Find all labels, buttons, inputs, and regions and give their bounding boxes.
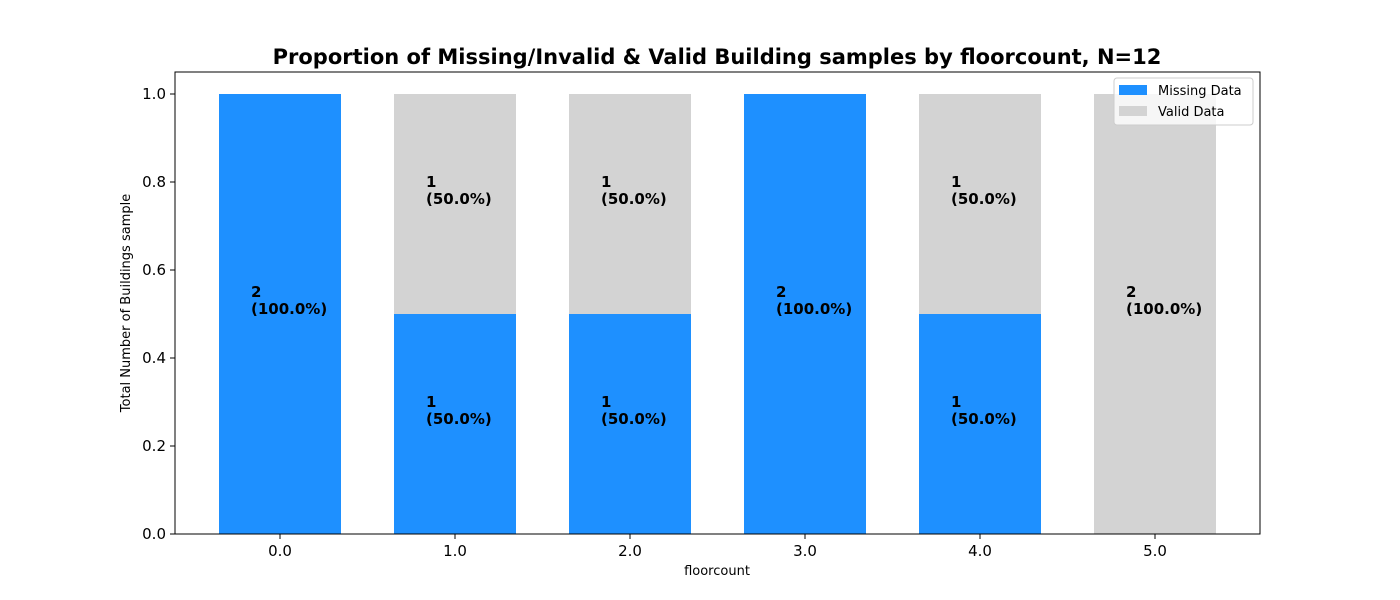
bar-label-valid-2: 1 (50.0%) bbox=[601, 173, 667, 208]
y-tick-label: 0.8 bbox=[142, 173, 166, 191]
bar-label-missing-1: 1 (50.0%) bbox=[426, 393, 492, 428]
bar-label-missing-4: 1 (50.0%) bbox=[951, 393, 1017, 428]
x-tick-label: 4.0 bbox=[968, 542, 992, 560]
bar-valid-4 bbox=[919, 94, 1041, 314]
chart-title: Proportion of Missing/Invalid & Valid Bu… bbox=[273, 45, 1162, 69]
bar-label-valid-5: 2 (100.0%) bbox=[1126, 283, 1202, 318]
bar-label-line: (50.0%) bbox=[426, 190, 492, 208]
plot-frame bbox=[174, 71, 1261, 535]
y-tick-label: 1.0 bbox=[142, 85, 166, 103]
bar-label-line: (50.0%) bbox=[601, 410, 667, 428]
x-tick-label: 1.0 bbox=[443, 542, 467, 560]
bar-label-line: (100.0%) bbox=[1126, 300, 1202, 318]
bar-label-line: 2 bbox=[776, 283, 786, 301]
bar-label-missing-0: 2 (100.0%) bbox=[251, 283, 327, 318]
bar-label-line: 1 bbox=[601, 393, 611, 411]
legend-swatch-valid bbox=[1119, 106, 1147, 116]
y-tick-label: 0.2 bbox=[142, 437, 166, 455]
bar-label-valid-4: 1 (50.0%) bbox=[951, 173, 1017, 208]
bar-label-line: (50.0%) bbox=[426, 410, 492, 428]
x-tick-label: 2.0 bbox=[618, 542, 642, 560]
bar-label-line: 1 bbox=[951, 393, 961, 411]
y-tick-label: 0.6 bbox=[142, 261, 166, 279]
x-axis-label: floorcount bbox=[684, 564, 750, 579]
bar-label-line: 2 bbox=[251, 283, 261, 301]
bar-label-line: 2 bbox=[1126, 283, 1136, 301]
x-tick-label: 3.0 bbox=[793, 542, 817, 560]
bar-label-line: 1 bbox=[601, 173, 611, 191]
bar-label-line: (50.0%) bbox=[601, 190, 667, 208]
bar-valid-2 bbox=[569, 94, 691, 314]
y-tick-label: 0.4 bbox=[142, 349, 166, 367]
y-axis-label: Total Number of Buildings sample bbox=[119, 194, 134, 413]
bars-layer bbox=[219, 94, 1216, 534]
bar-label-valid-1: 1 (50.0%) bbox=[426, 173, 492, 208]
bar-missing-2 bbox=[569, 314, 691, 534]
bar-valid-5 bbox=[1094, 94, 1216, 534]
bar-missing-4 bbox=[919, 314, 1041, 534]
x-tick-label: 0.0 bbox=[268, 542, 292, 560]
x-axis: 0.0 1.0 2.0 3.0 4.0 5.0 bbox=[268, 534, 1167, 560]
legend-label-valid: Valid Data bbox=[1158, 105, 1225, 120]
y-tick-label: 0.0 bbox=[142, 525, 166, 543]
bar-label-missing-2: 1 (50.0%) bbox=[601, 393, 667, 428]
bar-label-line: (100.0%) bbox=[776, 300, 852, 318]
bar-missing-3 bbox=[744, 94, 866, 534]
legend-swatch-missing bbox=[1119, 85, 1147, 95]
x-tick-label: 5.0 bbox=[1143, 542, 1167, 560]
bar-label-line: 1 bbox=[426, 393, 436, 411]
legend: Missing Data Valid Data bbox=[1113, 77, 1254, 126]
bar-label-line: 1 bbox=[951, 173, 961, 191]
legend-label-missing: Missing Data bbox=[1158, 84, 1242, 99]
bar-label-missing-3: 2 (100.0%) bbox=[776, 283, 852, 318]
bar-valid-1 bbox=[394, 94, 516, 314]
y-axis: 0.0 0.2 0.4 0.6 0.8 1.0 bbox=[142, 85, 175, 543]
bar-label-line: (50.0%) bbox=[951, 190, 1017, 208]
bar-label-line: (100.0%) bbox=[251, 300, 327, 318]
bar-label-line: 1 bbox=[426, 173, 436, 191]
bar-labels-layer: 2 (100.0%)1 (50.0%)1 (50.0%)2 (100.0%)1 (50.0… bbox=[251, 173, 1202, 428]
bar-label-line: (50.0%) bbox=[951, 410, 1017, 428]
legend-box bbox=[1113, 77, 1254, 126]
bar-missing-1 bbox=[394, 314, 516, 534]
bar-missing-0 bbox=[219, 94, 341, 534]
